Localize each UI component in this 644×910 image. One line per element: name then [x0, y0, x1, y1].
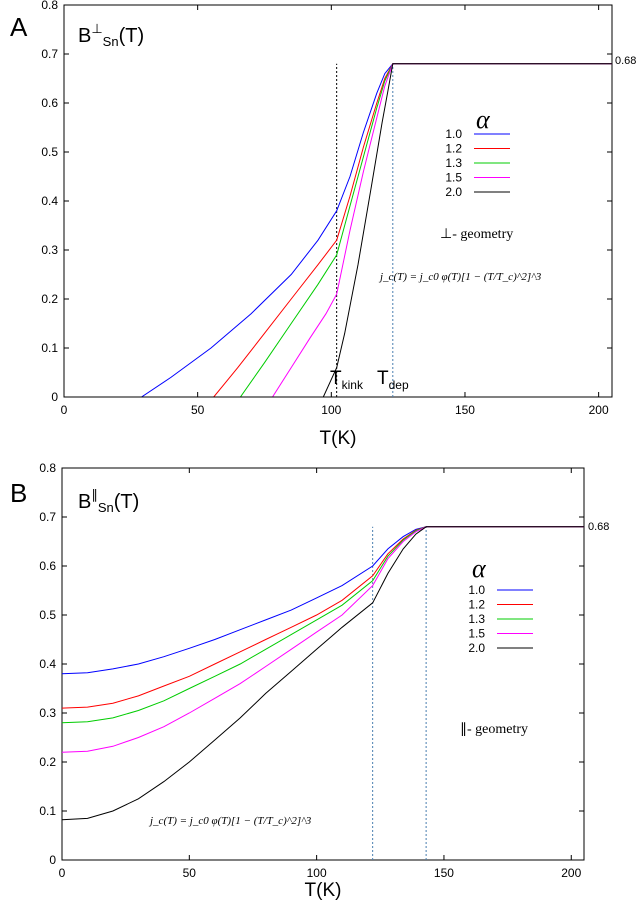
y-tick-label: 0 — [49, 853, 56, 867]
panel-a-right-label: 0.68 — [615, 55, 636, 67]
panel-b-marker-lines — [372, 526, 427, 860]
panel-b-x-axis-title: T(K) — [305, 880, 342, 901]
y-tick-label: 0.6 — [41, 96, 58, 110]
x-tick-label: 200 — [561, 866, 581, 880]
series-line-1.2 — [64, 63, 612, 398]
series-line-1.3 — [64, 63, 612, 398]
panel-b-legend-title: α — [472, 554, 487, 583]
y-tick-label: 0 — [51, 390, 58, 404]
legend-label-1.2: 1.2 — [468, 598, 485, 612]
panel-b-ticks: 0 50 100 150 200 0 0.1 0.2 0.3 0.4 0.5 0.6 0.7 0.8 — [39, 461, 584, 880]
x-tick-label: 200 — [589, 403, 609, 417]
panel-a-title: B⊥Sn(T) — [78, 21, 144, 49]
x-tick-label: 150 — [434, 866, 454, 880]
y-tick-label: 0.8 — [39, 461, 56, 475]
y-tick-label: 0.8 — [41, 0, 58, 12]
x-tick-label: 0 — [59, 866, 66, 880]
panel-a-series — [64, 63, 612, 398]
x-tick-label: 150 — [455, 403, 475, 417]
x-tick-label: 0 — [61, 403, 68, 417]
y-tick-label: 0.5 — [39, 608, 56, 622]
panel-b-formula: j_c(T) = j_c0 φ(T)[1 − (T/T_c)^2]^3 — [148, 815, 312, 827]
panel-a-letter: A — [10, 12, 28, 42]
legend-label-1.3: 1.3 — [445, 156, 462, 170]
y-tick-label: 0.7 — [41, 47, 58, 61]
y-tick-label: 0.5 — [41, 145, 58, 159]
series-line-1.5 — [64, 63, 612, 398]
panel-a-t-dep-label: Tdep — [377, 368, 409, 392]
panel-a-legend-title: α — [476, 105, 491, 134]
series-line-1.5 — [61, 526, 584, 753]
series-line-2.0 — [64, 63, 612, 398]
panel-b-letter: B — [10, 478, 27, 508]
y-tick-label: 0.6 — [39, 559, 56, 573]
panel-a-t-kink-label: Tkink — [330, 368, 364, 392]
panel-a-formula: j_c(T) = j_c0 φ(T)[1 − (T/T_c)^2]^3 — [378, 271, 542, 283]
legend-label-1.0: 1.0 — [468, 583, 485, 597]
y-tick-label: 0.3 — [41, 243, 58, 257]
panel-b-right-label: 0.68 — [588, 521, 609, 533]
series-line-2.0 — [61, 526, 584, 821]
y-tick-label: 0.1 — [39, 804, 56, 818]
panel-b-geometry-label: ∥- geometry — [460, 722, 528, 737]
panel-b-title: B∥Sn(T) — [78, 487, 139, 515]
x-tick-label: 50 — [183, 866, 197, 880]
panel-b-legend: 1.01.21.31.52.0 — [468, 583, 533, 655]
panel-a-ticks: 0 50 100 150 200 0 0.1 0.2 0.3 0.4 0.5 0.6 0.7 0.8 — [41, 0, 612, 417]
x-tick-label: 100 — [321, 403, 341, 417]
panel-b-series — [61, 526, 584, 821]
legend-label-1.5: 1.5 — [468, 627, 485, 641]
y-tick-label: 0.4 — [41, 194, 58, 208]
y-tick-label: 0.4 — [39, 657, 56, 671]
legend-label-1.0: 1.0 — [445, 127, 462, 141]
panel-a-geometry-label: ⊥- geometry — [440, 227, 513, 242]
series-line-1.2 — [61, 526, 584, 709]
panel-a-marker-lines — [336, 63, 394, 397]
panel-a: A B⊥Sn(T) 0 50 100 150 200 0 0.1 0.2 0.3 0.4 0.5 0.… — [10, 0, 636, 449]
panel-b: B B∥Sn(T) 0 50 100 150 200 0 0.1 0.2 0.3 0.4 0.5 0.… — [10, 461, 609, 901]
x-tick-label: 100 — [307, 866, 327, 880]
y-tick-label: 0.1 — [41, 341, 58, 355]
legend-label-1.2: 1.2 — [445, 142, 462, 156]
series-line-1.0 — [64, 63, 612, 398]
series-line-1.0 — [61, 526, 584, 675]
legend-label-2.0: 2.0 — [468, 641, 485, 655]
legend-label-1.5: 1.5 — [445, 171, 462, 185]
panel-a-legend: 1.01.21.31.52.0 — [445, 127, 510, 199]
y-tick-label: 0.7 — [39, 510, 56, 524]
legend-label-1.3: 1.3 — [468, 612, 485, 626]
y-tick-label: 0.2 — [39, 755, 56, 769]
legend-label-2.0: 2.0 — [445, 185, 462, 199]
panel-a-x-axis-title: T(K) — [320, 428, 357, 449]
y-tick-label: 0.2 — [41, 292, 58, 306]
series-line-1.3 — [61, 526, 584, 724]
y-tick-label: 0.3 — [39, 706, 56, 720]
x-tick-label: 50 — [191, 403, 205, 417]
